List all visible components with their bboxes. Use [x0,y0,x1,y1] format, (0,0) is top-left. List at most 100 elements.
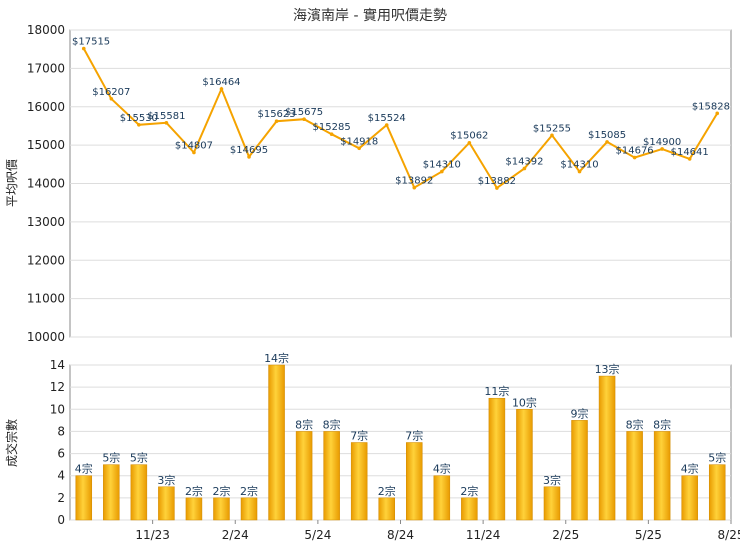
transaction-bar [75,475,93,521]
transaction-bar [406,442,423,521]
price-data-label: $17515 [72,37,110,48]
transaction-bar [350,442,368,521]
transaction-bar [268,364,285,521]
bar-data-label: 2宗 [185,484,203,498]
x-tick-label: 2/24 [222,528,249,542]
line-y-tick-label: 16000 [27,100,65,114]
price-data-label: $13892 [395,176,433,187]
price-point [357,146,361,151]
bar-data-label: 8宗 [626,417,644,431]
price-point [522,166,527,171]
bar-y-tick-label: 14 [50,358,65,372]
bar-data-label: 2宗 [212,484,230,498]
transaction-bar [158,486,175,521]
price-point [329,132,334,136]
transaction-bar [488,397,506,521]
transaction-bar [708,464,726,521]
line-y-tick-label: 15000 [27,138,65,152]
line-y-axis-label: 平均呎價 [5,159,19,207]
bar-data-label: 3宗 [157,473,175,487]
transaction-bar [295,431,313,521]
x-tick-label: 8/24 [387,528,414,542]
price-point [577,169,582,174]
bar-y-tick-label: 10 [50,402,65,416]
price-point [660,147,664,151]
transaction-bar [433,475,451,521]
price-data-label: $14392 [505,156,543,167]
bar-y-tick-label: 8 [57,424,65,438]
line-y-tick-label: 14000 [27,177,65,191]
line-y-tick-label: 11000 [27,292,65,306]
line-y-tick-label: 10000 [27,330,65,344]
price-point [687,157,692,161]
price-data-label: $14310 [423,160,461,171]
x-tick-label: 8/25 [718,528,740,542]
bar-data-label: 8宗 [323,417,341,431]
bar-data-label: 4宗 [681,462,699,476]
price-point [137,122,141,127]
bar-y-tick-label: 0 [57,513,65,527]
bar-data-label: 11宗 [484,384,509,398]
bar-y-tick-label: 2 [57,491,65,505]
transaction-bar [185,497,203,521]
price-data-label: $15675 [285,107,323,118]
bar-data-label: 9宗 [571,406,589,420]
line-y-tick-label: 18000 [27,23,65,37]
price-data-label: $14918 [340,136,378,147]
transaction-bar [626,431,643,521]
price-point [192,150,196,155]
price-data-label: $14676 [616,146,654,157]
x-tick-label: 11/24 [466,528,501,542]
price-data-label: $14807 [175,141,213,152]
price-data-label: $15581 [147,111,185,122]
price-point [467,140,472,145]
price-data-label: $15085 [588,130,626,141]
price-data-label: $15828 [692,101,730,112]
price-point [274,119,279,124]
x-tick-label: 5/25 [635,528,662,542]
price-point [495,186,499,190]
bar-data-label: 2宗 [378,484,396,498]
price-data-label: $16464 [202,77,240,88]
bar-data-label: 7宗 [350,429,368,443]
transaction-bar [323,431,340,521]
price-point [440,169,444,174]
price-point [550,133,554,138]
price-point [412,185,417,190]
price-point [715,111,720,116]
transaction-bar [681,475,698,521]
price-data-label: $16207 [92,87,130,98]
bar-data-label: 13宗 [595,362,620,376]
price-data-label: $15623 [257,109,295,120]
price-data-label: $15524 [368,113,406,124]
price-data-label: $15530 [120,113,158,124]
bar-data-label: 5宗 [708,451,726,465]
transaction-bar [213,497,230,521]
line-y-tick-label: 17000 [27,61,65,75]
chart-title: 海濱南岸 - 實用呎價走勢 [293,7,447,24]
bar-data-label: 8宗 [295,417,313,431]
bar-y-tick-label: 12 [50,380,65,394]
price-point [219,87,224,91]
price-point [164,121,169,125]
price-data-label: $15285 [313,122,351,133]
bar-data-label: 10宗 [512,395,537,409]
bar-plot-area [69,364,732,521]
bar-data-label: 4宗 [433,462,451,476]
price-data-label: $13882 [478,176,516,187]
price-data-label: $15062 [450,131,488,142]
price-data-label: $14641 [671,147,709,158]
x-tick-label: 5/24 [304,528,331,542]
line-y-tick-label: 12000 [27,253,65,267]
bar-data-label: 2宗 [240,484,258,498]
price-point [81,46,86,51]
bar-data-label: 3宗 [543,473,561,487]
transaction-bar [653,431,671,521]
bar-data-label: 5宗 [130,451,148,465]
price-series-line [82,48,719,190]
price-data-label: $14695 [230,145,268,156]
price-point [384,123,389,127]
bar-data-label: 4宗 [75,462,93,476]
